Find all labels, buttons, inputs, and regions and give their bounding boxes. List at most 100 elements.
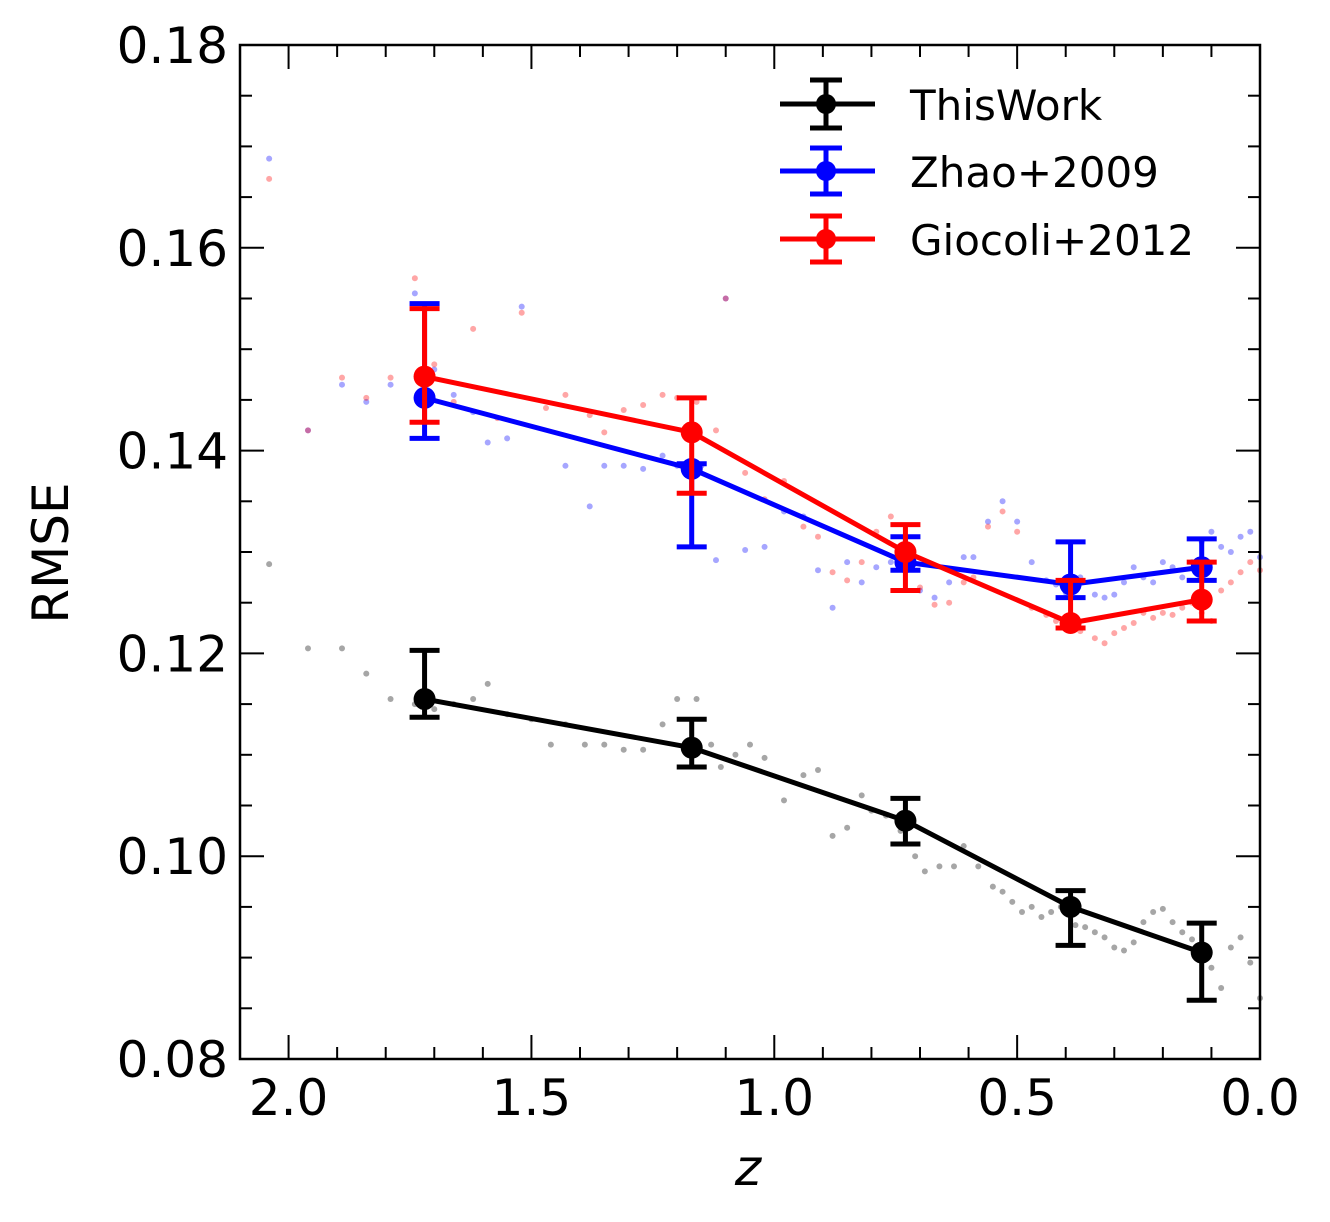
scatter-point-2 bbox=[713, 427, 719, 434]
scatter-point-1 bbox=[985, 518, 991, 525]
scatter-point-1 bbox=[518, 303, 525, 310]
scatter-point-0 bbox=[1169, 919, 1176, 926]
scatter-point-2 bbox=[339, 374, 345, 381]
legend-label-thiswork: ThisWork bbox=[909, 81, 1103, 130]
tick-labels: 2.0 1.5 1.0 0.5 0.0 0.08 0.10 0.12 0.14 0.16 0.18 bbox=[117, 17, 1300, 1127]
scatter-point-0 bbox=[781, 797, 787, 804]
scatter-point-2 bbox=[562, 391, 569, 398]
scatter-point-1 bbox=[305, 427, 311, 434]
scatter-point-0 bbox=[800, 772, 807, 779]
scatter-point-1 bbox=[1130, 564, 1137, 571]
y-tick-label: 0.14 bbox=[117, 423, 228, 481]
scatter-point-0 bbox=[921, 868, 928, 875]
scatter-point-0 bbox=[387, 696, 394, 703]
scatter-point-0 bbox=[1227, 944, 1234, 951]
scatter-point-1 bbox=[1227, 549, 1234, 555]
legend-label-zhao: Zhao+2009 bbox=[910, 148, 1159, 197]
scatter-point-2 bbox=[931, 601, 938, 608]
scatter-point-2 bbox=[815, 533, 821, 540]
scatter-point-1 bbox=[1091, 591, 1098, 598]
scatter-point-0 bbox=[1121, 947, 1127, 954]
scatter-point-0 bbox=[363, 670, 370, 677]
scatter-point-0 bbox=[693, 696, 700, 703]
data-point-2 bbox=[1190, 588, 1213, 611]
scatter-point-0 bbox=[640, 746, 647, 753]
x-tick-label: 0.0 bbox=[1220, 1069, 1300, 1127]
scatter-point-0 bbox=[989, 883, 996, 890]
scatter-point-0 bbox=[484, 680, 491, 687]
scatter-point-1 bbox=[960, 554, 967, 561]
scatter-point-1 bbox=[1101, 594, 1108, 601]
scatter-point-1 bbox=[946, 579, 953, 586]
scatter-point-0 bbox=[305, 645, 311, 652]
scatter-point-2 bbox=[693, 398, 700, 405]
data-point-0 bbox=[1059, 895, 1082, 918]
scatter-point-2 bbox=[640, 401, 647, 408]
scatter-point-0 bbox=[1247, 959, 1254, 966]
scatter-point-1 bbox=[742, 546, 749, 553]
scatter-point-1 bbox=[970, 554, 977, 561]
scatter-point-2 bbox=[543, 405, 549, 412]
scatter-point-2 bbox=[387, 374, 394, 381]
scatter-point-2 bbox=[722, 295, 729, 302]
scatter-point-2 bbox=[1014, 528, 1021, 535]
legend-marker-zhao bbox=[816, 161, 836, 181]
scatter-point-1 bbox=[815, 567, 821, 574]
scatter-point-0 bbox=[1048, 908, 1055, 915]
scatter-point-2 bbox=[1130, 619, 1137, 626]
scatter-point-2 bbox=[363, 394, 370, 401]
scatter-point-1 bbox=[1121, 579, 1127, 586]
scatter-point-1 bbox=[1218, 543, 1225, 550]
scatter-point-1 bbox=[1028, 559, 1035, 566]
scatter-point-1 bbox=[620, 462, 627, 469]
scatter-point-1 bbox=[844, 559, 851, 566]
scatter-point-2 bbox=[1169, 611, 1176, 618]
data-point-0 bbox=[894, 809, 917, 832]
scatter-point-1 bbox=[1150, 579, 1157, 586]
scatter-point-1 bbox=[363, 398, 370, 405]
scatter-point-2 bbox=[1121, 625, 1127, 632]
scatter-point-0 bbox=[581, 741, 588, 748]
x-tick-label: 2.0 bbox=[249, 1069, 329, 1127]
scatter-point-0 bbox=[1218, 985, 1225, 992]
scatter-point-0 bbox=[1159, 905, 1166, 912]
scatter-point-1 bbox=[601, 462, 608, 469]
scatter-point-0 bbox=[1072, 922, 1079, 929]
scatter-point-2 bbox=[887, 513, 894, 520]
scatter-point-1 bbox=[450, 391, 457, 398]
scatter-point-1 bbox=[858, 579, 865, 586]
scatter-point-2 bbox=[946, 599, 953, 606]
scatter-point-0 bbox=[339, 645, 345, 652]
scatter-point-0 bbox=[1237, 934, 1244, 941]
x-tick-label: 0.5 bbox=[977, 1069, 1057, 1127]
series-line-0 bbox=[424, 696, 1203, 955]
legend-entry-thiswork: ThisWork bbox=[780, 77, 1103, 131]
scatter-point-0 bbox=[1208, 964, 1215, 971]
scatter-point-0 bbox=[547, 741, 554, 748]
scatter-point-0 bbox=[717, 763, 724, 770]
scatter-point-0 bbox=[470, 696, 477, 703]
scatter-point-1 bbox=[387, 381, 394, 388]
scatter-point-2 bbox=[858, 559, 865, 566]
scatter-point-1 bbox=[504, 435, 511, 442]
y-tick-label: 0.18 bbox=[117, 17, 228, 75]
scatter-point-1 bbox=[1247, 528, 1254, 535]
scatter-point-0 bbox=[912, 853, 919, 860]
scatter-point-1 bbox=[1014, 518, 1021, 525]
scatter-point-1 bbox=[873, 564, 880, 571]
data-point-0 bbox=[1190, 941, 1213, 964]
legend-marker-giocoli bbox=[816, 229, 836, 249]
scatter-point-1 bbox=[562, 462, 569, 469]
scatter-point-0 bbox=[1150, 908, 1157, 915]
scatter-point-1 bbox=[484, 439, 491, 446]
x-tick-label: 1.5 bbox=[492, 1069, 572, 1127]
y-axis-title: RMSE bbox=[22, 482, 80, 623]
scatter-point-2 bbox=[1111, 630, 1118, 637]
scatter-point-0 bbox=[1091, 929, 1098, 936]
scatter-point-1 bbox=[640, 465, 647, 472]
scatter-point-0 bbox=[1189, 936, 1195, 943]
scatter-point-1 bbox=[829, 604, 836, 611]
scatter-point-1 bbox=[266, 155, 273, 162]
scatter-point-2 bbox=[431, 361, 438, 368]
